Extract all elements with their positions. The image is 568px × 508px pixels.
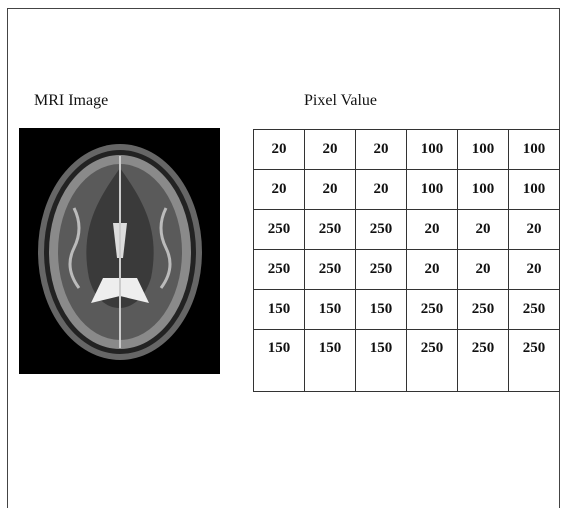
pixel-cell: 20: [457, 209, 509, 250]
table-row: 20 20 20 100 100 100: [253, 169, 560, 210]
pixel-cell: 20: [406, 249, 458, 290]
pixel-cell: 150: [355, 329, 407, 392]
pixel-cell: 150: [304, 329, 356, 392]
pixel-cell: 20: [508, 249, 560, 290]
pixel-cell: 250: [457, 289, 509, 330]
table-row: 150 150 150 250 250 250: [253, 289, 560, 330]
table-row: 20 20 20 100 100 100: [253, 129, 560, 170]
pixel-cell: 250: [508, 289, 560, 330]
pixel-cell: 20: [355, 169, 407, 210]
pixel-cell: 20: [508, 209, 560, 250]
pixel-cell: 250: [253, 249, 305, 290]
pixel-cell: 250: [355, 209, 407, 250]
pixel-cell: 250: [304, 209, 356, 250]
table-row: 250 250 250 20 20 20: [253, 209, 560, 250]
image-label: MRI Image: [34, 92, 109, 109]
pixel-cell: 20: [457, 249, 509, 290]
pixel-cell: 100: [457, 129, 509, 170]
pixel-cell: 100: [508, 169, 560, 210]
pixel-cell: 20: [253, 129, 305, 170]
pixel-cell: 250: [406, 329, 458, 392]
table-row: 150 150 150 250 250 250: [253, 329, 560, 392]
pixel-cell: 150: [355, 289, 407, 330]
pixel-cell: 250: [355, 249, 407, 290]
pixel-cell: 20: [304, 169, 356, 210]
pixel-cell: 100: [406, 169, 458, 210]
pixel-cell: 250: [457, 329, 509, 392]
pixel-cell: 20: [406, 209, 458, 250]
pixel-cell: 100: [508, 129, 560, 170]
pixel-cell: 250: [253, 209, 305, 250]
pixel-cell: 20: [355, 129, 407, 170]
table-label: Pixel Value: [304, 92, 378, 109]
mri-image: [19, 128, 220, 374]
pixel-cell: 20: [304, 129, 356, 170]
pixel-table: 20 20 20 100 100 100 20 20 20 100 100 100 250 250 250 2…: [253, 129, 560, 392]
table-row: 250 250 250 20 20 20: [253, 249, 560, 290]
pixel-cell: 150: [253, 329, 305, 392]
pixel-cell: 100: [457, 169, 509, 210]
pixel-cell: 150: [304, 289, 356, 330]
pixel-cell: 150: [253, 289, 305, 330]
pixel-cell: 250: [508, 329, 560, 392]
frame: [7, 8, 560, 508]
pixel-cell: 100: [406, 129, 458, 170]
pixel-cell: 20: [253, 169, 305, 210]
pixel-cell: 250: [304, 249, 356, 290]
pixel-cell: 250: [406, 289, 458, 330]
